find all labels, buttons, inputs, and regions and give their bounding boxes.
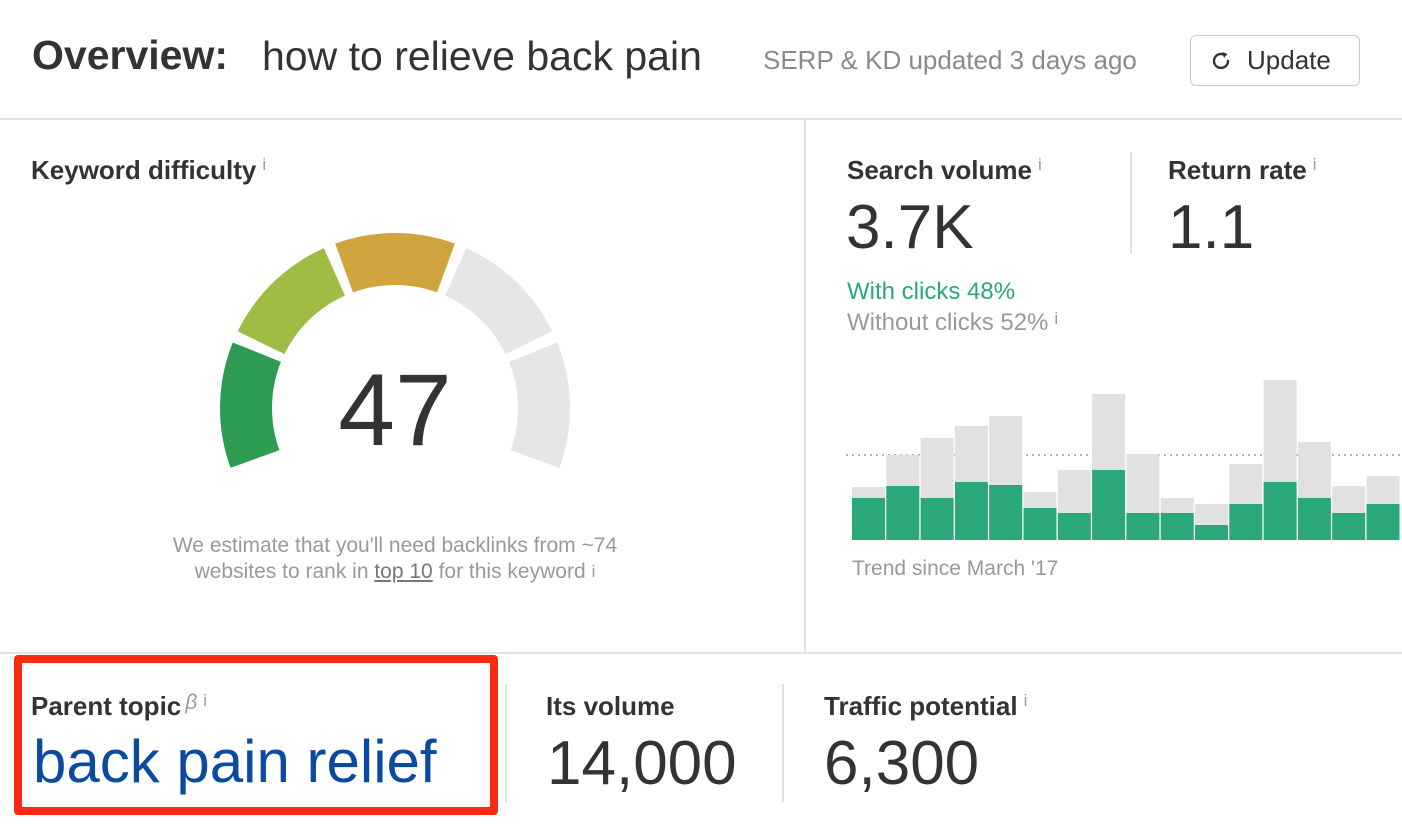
kd-note-info-icon[interactable]: i xyxy=(591,562,596,581)
trend-bar-clicks[interactable] xyxy=(989,485,1023,540)
top-10-link[interactable]: top 10 xyxy=(374,560,433,583)
kd-label: Keyword difficulty xyxy=(31,155,257,185)
trend-bar-clicks[interactable] xyxy=(1195,525,1228,540)
trend-bar-clicks[interactable] xyxy=(1023,508,1057,540)
traffic-potential-info-icon[interactable]: i xyxy=(1023,691,1028,710)
update-status: SERP & KD updated 3 days ago xyxy=(763,45,1137,75)
return-rate-info-icon[interactable]: i xyxy=(1312,155,1317,174)
refresh-icon xyxy=(1212,51,1230,69)
trend-bar-clicks[interactable] xyxy=(1160,513,1194,540)
trend-bar-clicks[interactable] xyxy=(1057,513,1091,540)
update-button[interactable]: Update xyxy=(1190,35,1360,86)
panel-divider xyxy=(804,120,806,652)
beta-badge: β xyxy=(185,691,198,714)
parent-topic-link[interactable]: back pain relief xyxy=(33,728,437,795)
kd-label-row: Keyword difficulty i xyxy=(31,155,266,186)
its-volume-value: 14,000 xyxy=(547,729,737,798)
search-volume-label-row: Search volume i xyxy=(847,155,1042,186)
overview-header: Overview: how to relieve back pain SERP … xyxy=(0,0,1402,120)
traffic-potential-value: 6,300 xyxy=(824,729,980,798)
trend-bar-clicks[interactable] xyxy=(954,482,988,540)
trend-bar-clicks[interactable] xyxy=(886,486,920,540)
trend-bar-clicks[interactable] xyxy=(1229,504,1263,540)
bottom-divider-2 xyxy=(782,684,784,802)
kd-gauge-segment xyxy=(335,233,455,293)
volume-trend-chart xyxy=(846,380,1402,540)
parent-topic-label: Parent topic xyxy=(31,691,182,721)
trend-bar-clicks[interactable] xyxy=(1366,504,1400,540)
section-divider xyxy=(0,652,1402,654)
kd-gauge-segment xyxy=(509,342,570,468)
traffic-potential-label: Traffic potential xyxy=(824,691,1018,721)
keyword-query: how to relieve back pain xyxy=(262,33,702,79)
page-title: Overview: xyxy=(32,32,228,78)
kd-info-icon[interactable]: i xyxy=(262,155,267,174)
kd-gauge-segment xyxy=(237,248,345,355)
kd-note-text: We estimate that you'll need backlinks f… xyxy=(172,534,618,583)
kd-value: 47 xyxy=(338,353,452,467)
parent-topic-highlight xyxy=(14,655,498,815)
kd-gauge-segment xyxy=(220,342,281,468)
trend-bar-clicks[interactable] xyxy=(852,498,885,540)
trend-bar-clicks[interactable] xyxy=(1092,470,1126,540)
bottom-divider-1 xyxy=(505,684,507,802)
trend-bar-clicks[interactable] xyxy=(920,498,954,540)
search-volume-value: 3.7K xyxy=(846,193,974,262)
trend-label: Trend since March '17 xyxy=(852,557,1059,580)
update-button-label: Update xyxy=(1247,45,1331,75)
its-volume-label: Its volume xyxy=(546,691,675,721)
trend-bar-clicks[interactable] xyxy=(1297,498,1331,540)
return-rate-label: Return rate xyxy=(1168,155,1307,185)
return-rate-label-row: Return rate i xyxy=(1168,155,1316,186)
trend-bar-clicks[interactable] xyxy=(1332,513,1366,540)
search-volume-info-icon[interactable]: i xyxy=(1037,155,1042,174)
search-volume-label: Search volume xyxy=(847,155,1032,185)
parent-topic-label-row: Parent topic β i xyxy=(31,691,207,722)
kd-estimate-note: We estimate that you'll need backlinks f… xyxy=(160,533,630,585)
kd-gauge xyxy=(220,233,570,468)
return-rate-value: 1.1 xyxy=(1168,193,1255,262)
parent-topic-info-icon[interactable]: i xyxy=(203,691,208,710)
kd-gauge-segment xyxy=(445,248,553,355)
trend-bar-clicks[interactable] xyxy=(1126,513,1160,540)
kd-note-text-end: for this keyword xyxy=(432,560,586,583)
metric-divider xyxy=(1130,152,1132,254)
clicks-info-icon[interactable]: i xyxy=(1054,309,1059,328)
without-clicks-row: Without clicks 52% i xyxy=(847,309,1058,337)
without-clicks: Without clicks 52% xyxy=(847,309,1049,336)
trend-bar-clicks[interactable] xyxy=(1263,482,1297,540)
with-clicks: With clicks 48% xyxy=(847,278,1016,305)
traffic-potential-label-row: Traffic potential i xyxy=(824,691,1027,722)
